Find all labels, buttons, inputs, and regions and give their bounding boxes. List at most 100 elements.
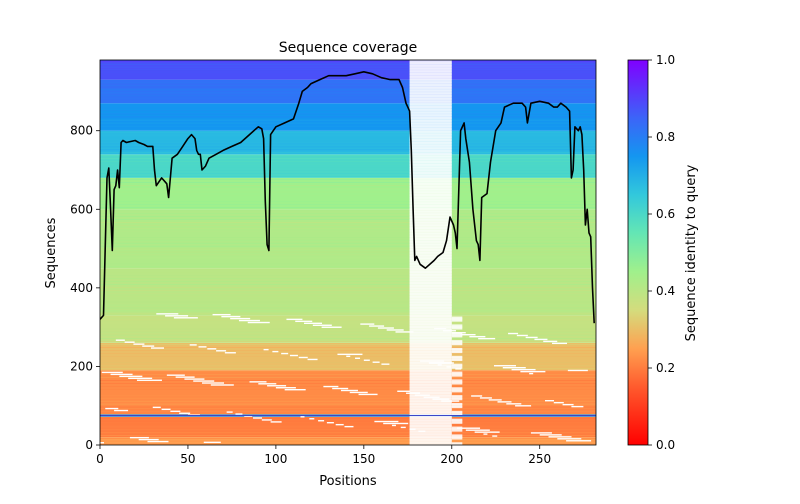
coverage-gap — [409, 237, 452, 240]
coverage-gap — [409, 250, 452, 253]
coverage-gap — [409, 336, 452, 339]
coverage-gap — [409, 198, 452, 201]
coverage-gap — [409, 190, 452, 193]
coverage-gap — [451, 437, 463, 440]
coverage-gap — [409, 212, 452, 215]
coverage-gap — [409, 126, 452, 129]
coverage-gap — [409, 134, 452, 137]
coverage-gap — [409, 307, 452, 310]
coverage-gap — [409, 98, 452, 101]
coverage-gap — [409, 327, 452, 330]
coverage-gap — [235, 413, 243, 415]
colorbar-tick-label: 0.6 — [656, 207, 675, 221]
coverage-gap — [409, 314, 452, 317]
coverage-line-layer — [100, 71, 595, 324]
coverage-gap — [409, 187, 452, 190]
coverage-gap — [409, 404, 452, 407]
coverage-gap — [409, 79, 452, 82]
coverage-gap — [263, 348, 269, 351]
coverage-gap — [451, 373, 463, 376]
coverage-gap — [409, 118, 452, 121]
coverage-gap — [451, 435, 463, 438]
coverage-gap — [409, 239, 452, 242]
coverage-gap — [360, 323, 375, 325]
coverage-gap — [409, 164, 452, 167]
coverage-gap — [337, 353, 363, 356]
coverage-gap — [409, 162, 452, 165]
y-axis-label: Sequences — [44, 217, 59, 288]
coverage-gap — [469, 335, 486, 338]
coverage-gap — [451, 324, 463, 327]
coverage-gap — [409, 409, 452, 412]
coverage-gap — [349, 391, 368, 394]
coverage-gap — [409, 77, 452, 80]
coverage-gap — [529, 372, 534, 375]
coverage-gap — [492, 435, 498, 437]
coverage-gap — [409, 245, 452, 248]
coverage-gap — [409, 347, 452, 350]
coverage-gap — [179, 412, 191, 414]
coverage-gap — [114, 409, 129, 412]
coverage-gap — [289, 354, 298, 357]
coverage-gap — [451, 351, 463, 354]
coverage-gap — [409, 189, 452, 192]
coverage-gap — [247, 321, 270, 324]
coverage-gap — [409, 192, 452, 195]
coverage-gap — [451, 379, 463, 382]
coverage-gap — [409, 242, 452, 245]
coverage-gap — [409, 418, 452, 421]
coverage-gap — [409, 288, 452, 291]
coverage-gap — [318, 420, 325, 422]
coverage-gap — [451, 404, 463, 407]
coverage-gap — [409, 319, 452, 322]
coverage-gap — [409, 439, 452, 442]
coverage-gap — [409, 247, 452, 250]
coverage-gap — [409, 96, 452, 99]
coverage-gap — [409, 173, 452, 176]
coverage-gap — [216, 350, 227, 352]
coverage-gap — [451, 341, 463, 344]
coverage-gap — [497, 401, 512, 403]
coverage-gap — [409, 137, 452, 140]
coverage-gap — [409, 311, 452, 314]
coverage-gap — [409, 360, 452, 363]
coverage-gap — [409, 266, 452, 269]
coverage-gap — [409, 124, 452, 127]
coverage-gap — [409, 87, 452, 90]
coverage-gap — [409, 143, 452, 146]
coverage-gap — [409, 116, 452, 119]
x-tick-label: 200 — [440, 452, 463, 466]
coverage-gap — [409, 201, 452, 204]
coverage-gap — [451, 387, 463, 390]
y-tick-label: 200 — [70, 359, 93, 373]
coverage-gap — [451, 398, 463, 401]
coverage-gap — [409, 244, 452, 247]
coverage-gap — [207, 348, 217, 350]
coverage-gap — [451, 363, 463, 366]
coverage-gap — [165, 315, 189, 317]
y-tick-label: 0 — [85, 438, 93, 452]
coverage-gap — [101, 371, 123, 374]
coverage-gap — [409, 148, 452, 151]
coverage-gap — [451, 388, 463, 391]
coverage-gap — [309, 418, 315, 420]
coverage-gap — [409, 330, 452, 333]
coverage-gap — [212, 313, 231, 316]
coverage-gap — [409, 286, 452, 289]
coverage-gap — [451, 442, 463, 445]
coverage-gap — [409, 428, 452, 431]
coverage-gap — [451, 366, 463, 369]
coverage-gap — [409, 99, 452, 102]
coverage-gap — [409, 69, 452, 72]
coverage-gap — [525, 336, 538, 339]
coverage-gap — [409, 170, 452, 173]
coverage-gap — [304, 322, 323, 325]
coverage-gap — [409, 412, 452, 415]
coverage-gap — [451, 365, 463, 368]
coverage-gap — [409, 294, 452, 297]
coverage-gap — [451, 347, 463, 350]
coverage-gap — [409, 382, 452, 385]
coverage-gap — [451, 434, 463, 437]
coverage-gap — [409, 280, 452, 283]
coverage-gap — [105, 407, 119, 410]
